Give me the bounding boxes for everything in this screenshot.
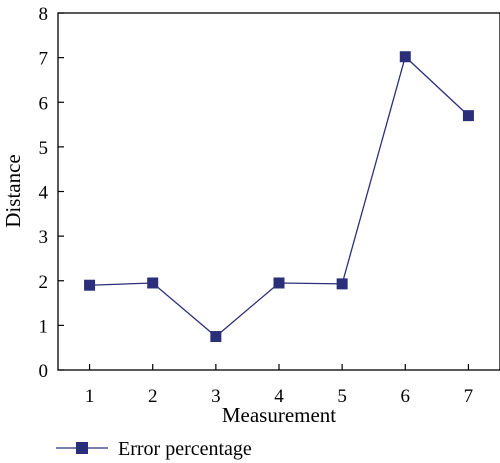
- y-tick-label: 5: [39, 138, 49, 159]
- data-point: [336, 278, 348, 290]
- x-tick-label: 4: [274, 386, 284, 407]
- y-axis-ticks: 0 1 2 3 4 5 6 7 8: [39, 4, 64, 382]
- y-tick-label: 8: [39, 4, 49, 25]
- series-line: [89, 55, 469, 338]
- series-layer: [84, 51, 474, 343]
- y-tick-label: 2: [39, 272, 49, 293]
- x-axis-title: Measurement: [222, 403, 336, 427]
- x-tick-label: 7: [464, 386, 474, 407]
- plot-frame: [57, 12, 500, 371]
- x-axis-ticks: 1 2 3 4 5 6 7: [85, 364, 473, 407]
- data-point: [147, 277, 159, 289]
- legend-label: Error percentage: [118, 438, 252, 460]
- y-axis-title: Distance: [1, 154, 25, 227]
- y-tick-label: 0: [39, 361, 49, 382]
- y-tick-label: 6: [39, 93, 49, 114]
- data-point: [399, 51, 411, 63]
- x-tick-label: 2: [148, 386, 158, 407]
- data-point: [273, 277, 285, 289]
- y-tick-label: 3: [39, 227, 49, 248]
- data-point: [210, 331, 222, 343]
- data-point: [462, 110, 474, 122]
- data-point: [84, 279, 96, 291]
- x-tick-label: 5: [337, 386, 347, 407]
- y-tick-label: 1: [39, 316, 49, 337]
- y-tick-label: 4: [39, 183, 49, 204]
- y-tick-label: 7: [39, 49, 49, 70]
- x-tick-label: 6: [401, 386, 411, 407]
- x-tick-label: 1: [85, 386, 95, 407]
- legend-marker: [76, 442, 88, 454]
- legend: Error percentage: [56, 438, 252, 460]
- x-tick-label: 3: [211, 386, 221, 407]
